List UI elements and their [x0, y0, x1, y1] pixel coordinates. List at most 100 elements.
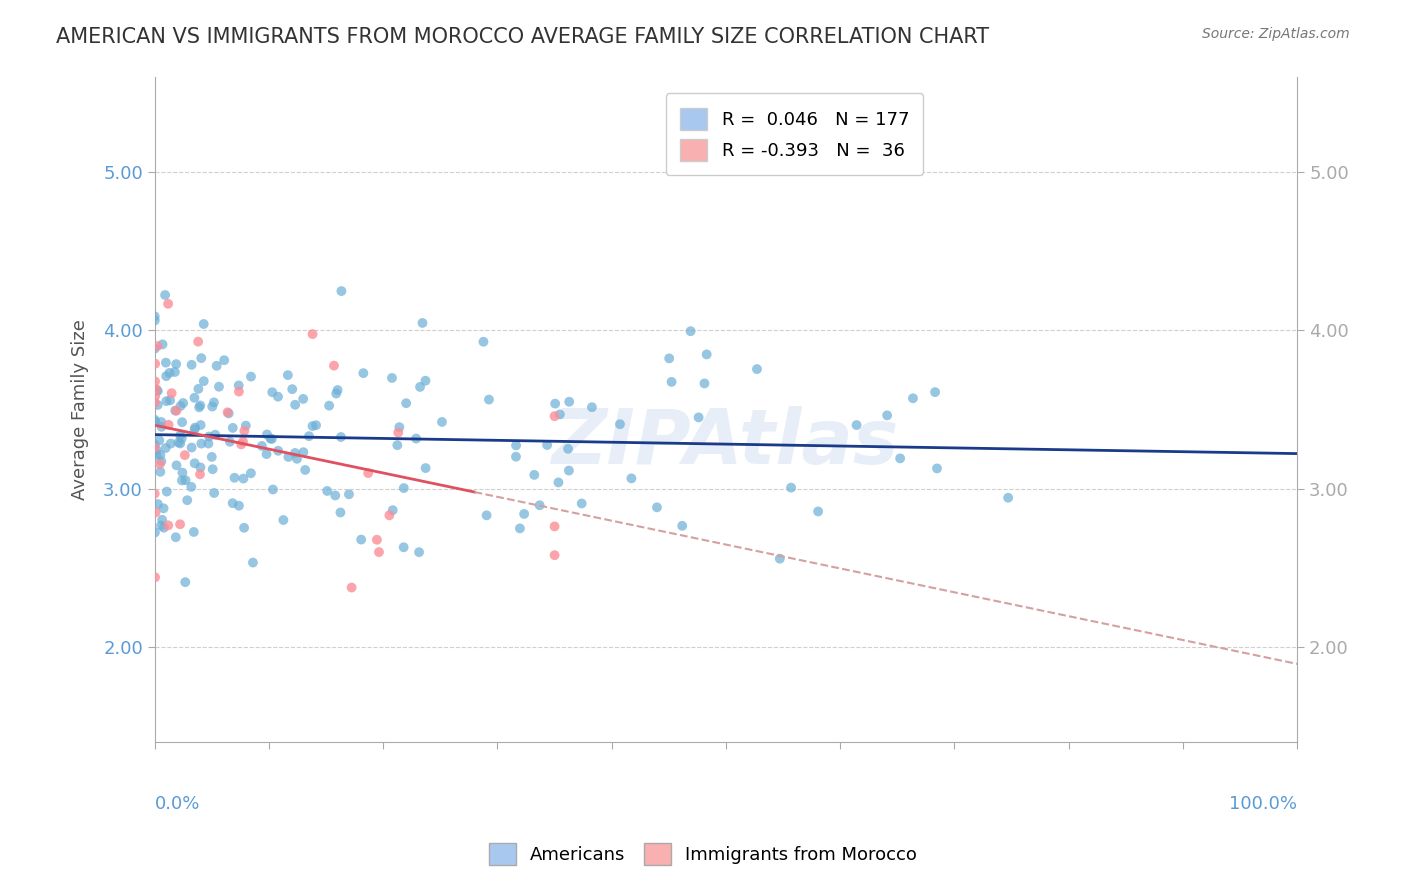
Americans	[202, 486, 225, 500]
Americans	[159, 366, 181, 380]
Americans	[256, 427, 278, 442]
Americans	[143, 313, 166, 327]
Immigrants from Morocco	[228, 384, 250, 399]
Americans	[337, 487, 360, 501]
Americans	[153, 521, 176, 535]
Americans	[277, 368, 299, 383]
Americans	[228, 499, 250, 513]
Y-axis label: Average Family Size: Average Family Size	[72, 319, 89, 500]
Americans	[190, 436, 212, 450]
Americans	[924, 385, 946, 400]
Americans	[671, 518, 693, 533]
Americans	[997, 491, 1019, 505]
Americans	[145, 448, 167, 462]
Americans	[277, 450, 299, 464]
Americans	[187, 382, 209, 396]
Americans	[149, 448, 172, 462]
Americans	[679, 324, 702, 338]
Americans	[523, 467, 546, 482]
Immigrants from Morocco	[145, 382, 167, 396]
Americans	[769, 551, 792, 566]
Americans	[329, 430, 352, 444]
Americans	[405, 432, 427, 446]
Americans	[330, 284, 353, 298]
Americans	[222, 421, 245, 435]
Americans	[228, 378, 250, 392]
Americans	[381, 371, 404, 385]
Americans	[146, 497, 169, 511]
Americans	[150, 420, 173, 434]
Americans	[190, 351, 212, 365]
Immigrants from Morocco	[378, 508, 401, 523]
Immigrants from Morocco	[157, 297, 180, 311]
Text: 0.0%: 0.0%	[155, 795, 200, 813]
Americans	[609, 417, 631, 432]
Americans	[155, 441, 177, 455]
Americans	[150, 454, 173, 468]
Americans	[509, 521, 531, 535]
Immigrants from Morocco	[146, 339, 169, 353]
Americans	[198, 429, 221, 443]
Americans	[193, 374, 215, 388]
Immigrants from Morocco	[357, 466, 380, 480]
Immigrants from Morocco	[323, 359, 346, 373]
Americans	[183, 391, 205, 405]
Americans	[472, 334, 495, 349]
Immigrants from Morocco	[301, 327, 323, 342]
Americans	[180, 441, 202, 455]
Americans	[305, 418, 328, 433]
Americans	[155, 394, 177, 409]
Americans	[292, 445, 315, 459]
Americans	[411, 316, 433, 330]
Americans	[201, 462, 224, 476]
Americans	[184, 420, 207, 434]
Americans	[273, 513, 295, 527]
Americans	[392, 541, 415, 555]
Americans	[149, 518, 172, 533]
Immigrants from Morocco	[145, 505, 167, 519]
Americans	[190, 417, 212, 432]
Immigrants from Morocco	[543, 548, 565, 562]
Americans	[165, 403, 187, 417]
Americans	[529, 498, 551, 512]
Americans	[170, 431, 193, 445]
Americans	[143, 342, 166, 356]
Americans	[170, 474, 193, 488]
Americans	[233, 521, 256, 535]
Americans	[146, 384, 169, 398]
Immigrants from Morocco	[187, 334, 209, 349]
Americans	[505, 450, 527, 464]
Americans	[250, 439, 273, 453]
Immigrants from Morocco	[173, 448, 195, 462]
Immigrants from Morocco	[143, 486, 166, 500]
Americans	[284, 446, 307, 460]
Americans	[221, 496, 243, 510]
Americans	[845, 417, 868, 432]
Americans	[581, 401, 603, 415]
Americans	[262, 385, 284, 400]
Americans	[478, 392, 501, 407]
Americans	[172, 415, 194, 429]
Americans	[325, 386, 347, 401]
Americans	[163, 365, 186, 379]
Americans	[159, 436, 181, 450]
Americans	[224, 471, 246, 485]
Text: 100.0%: 100.0%	[1229, 795, 1298, 813]
Americans	[513, 507, 536, 521]
Americans	[352, 366, 374, 380]
Americans	[350, 533, 373, 547]
Americans	[232, 472, 254, 486]
Americans	[149, 465, 172, 479]
Immigrants from Morocco	[143, 389, 166, 403]
Americans	[176, 493, 198, 508]
Americans	[294, 463, 316, 477]
Americans	[409, 380, 432, 394]
Immigrants from Morocco	[543, 519, 565, 533]
Americans	[172, 396, 194, 410]
Immigrants from Morocco	[143, 570, 166, 584]
Immigrants from Morocco	[387, 425, 409, 440]
Americans	[165, 357, 187, 371]
Americans	[146, 398, 169, 412]
Americans	[688, 410, 710, 425]
Americans	[169, 399, 191, 413]
